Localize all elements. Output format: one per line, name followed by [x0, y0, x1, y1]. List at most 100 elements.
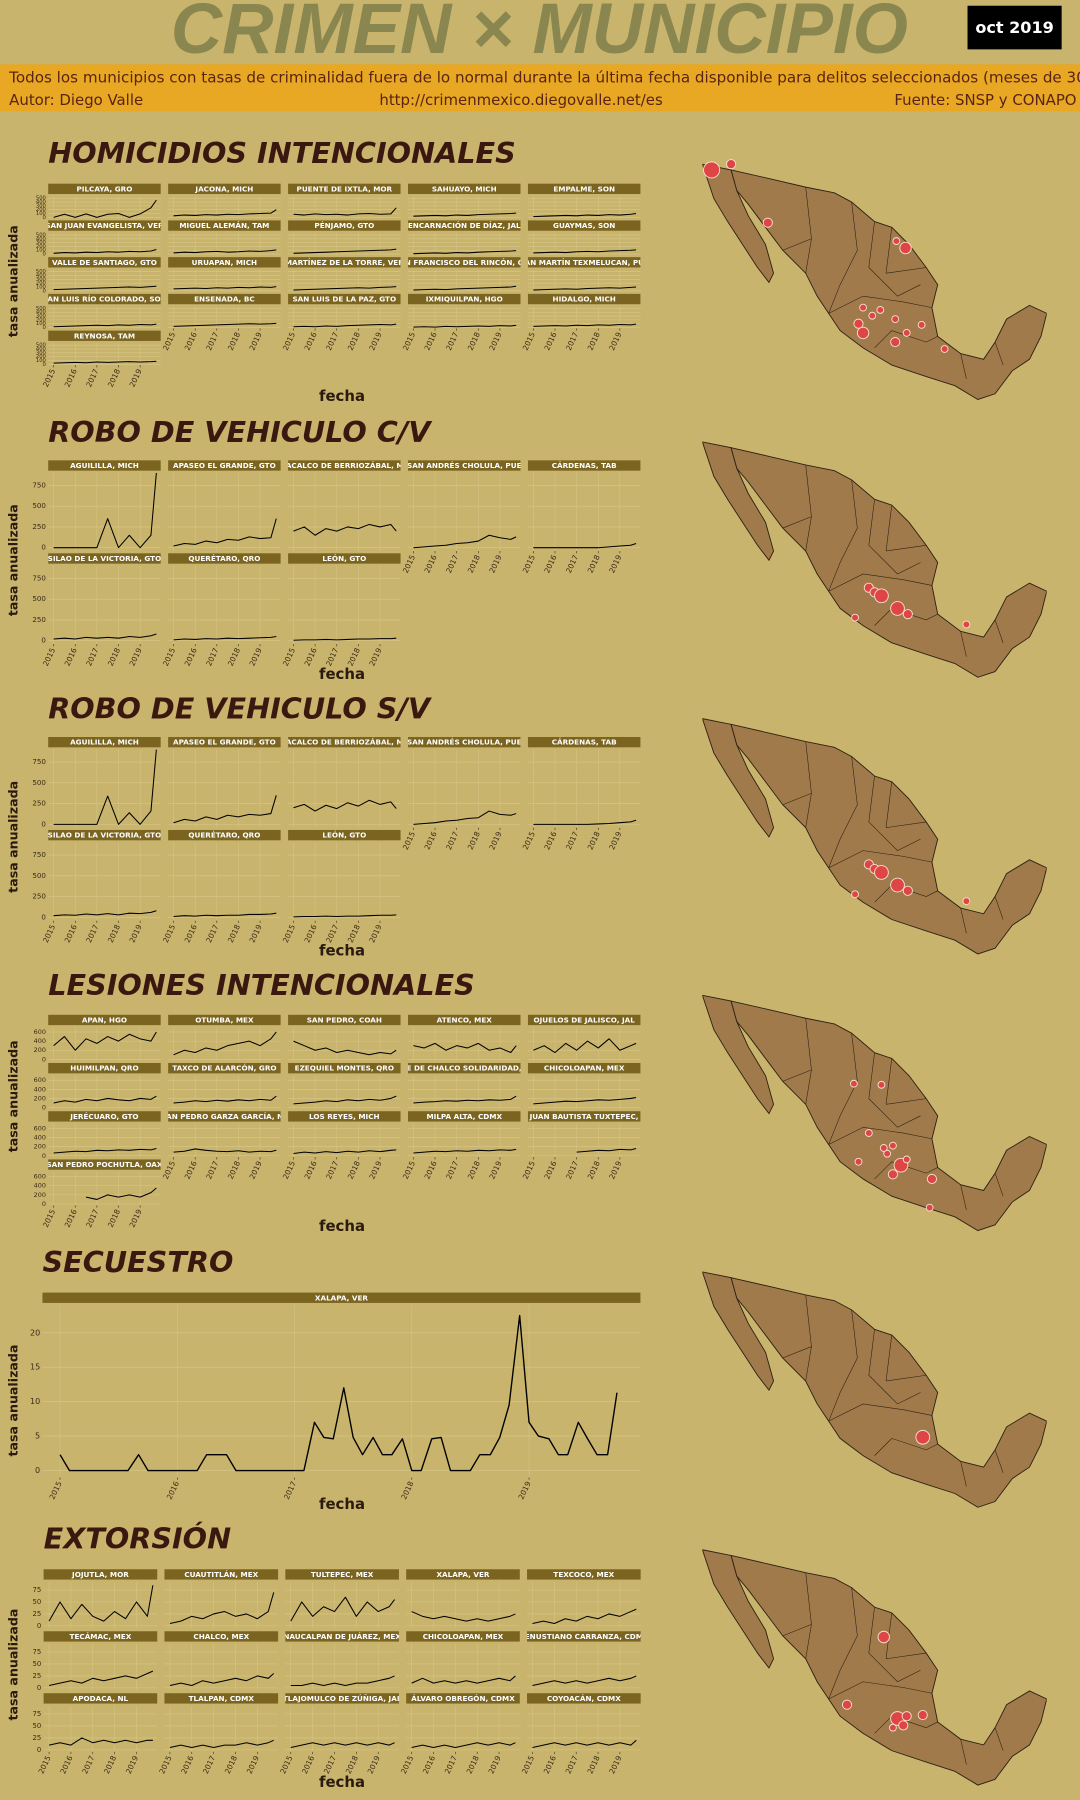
series-line	[413, 810, 517, 825]
map-dots	[841, 1630, 928, 1732]
strip	[164, 1693, 279, 1704]
y-axis-label: tasa anualizada	[5, 1040, 20, 1152]
y-tick-label: 200	[36, 244, 46, 250]
panel-title: CHICOLOAPAN, MEX	[423, 1632, 504, 1641]
strip	[527, 736, 641, 748]
series-line	[293, 637, 397, 641]
series-line	[173, 286, 277, 290]
strip	[48, 1159, 161, 1170]
strip	[168, 1014, 281, 1026]
y-tick-label: 0	[41, 543, 46, 552]
y-tick-label: 750	[32, 573, 46, 582]
strip-clip: JACONA, MICH	[194, 184, 253, 193]
panel-title: SAN FRANCISCO DEL RINCÓN, GTO	[394, 258, 535, 267]
y-tick-label: 0	[42, 1152, 46, 1160]
y-tick-label: 50	[33, 1660, 42, 1668]
y-tick-label: 750	[32, 850, 46, 859]
strip	[408, 1111, 521, 1122]
y-tick-label: 500	[36, 306, 46, 312]
strip-clip: MIGUEL ALEMÁN, TAM	[179, 221, 269, 230]
strip	[43, 1693, 158, 1704]
strip-clip: CHICOLOAPAN, MEX	[544, 1064, 625, 1073]
strip-clip: CHALCO, MEX	[193, 1632, 249, 1641]
y-tick-label: 200	[36, 281, 46, 287]
x-axis-label: fecha	[319, 387, 365, 405]
panel-title: CÁRDENAS, TAB	[552, 738, 617, 747]
strip-clip: SAN JUAN BAUTISTA TUXTEPEC, OAX	[528, 1112, 640, 1121]
strip	[288, 183, 401, 195]
strip	[527, 293, 641, 305]
strip-clip: TECÁMAC, MEX	[70, 1632, 132, 1641]
series-line	[413, 1148, 517, 1154]
strip	[408, 736, 521, 748]
panel-title: EZEQUIEL MONTES, QRO	[295, 1064, 394, 1073]
strip	[527, 460, 641, 471]
map-dots	[851, 859, 971, 906]
y-tick-label: 250	[32, 615, 46, 624]
series-line	[48, 1585, 154, 1622]
strip	[168, 736, 281, 748]
section-title: ROBO DE VEHICULO S/V	[48, 692, 433, 726]
y-tick-label: 0	[41, 912, 46, 921]
y-tick-label: 400	[36, 200, 46, 206]
series-line	[411, 1675, 516, 1684]
panel-title: JACONA, MICH	[194, 184, 253, 193]
panel-title: ATENCO, MEX	[437, 1016, 493, 1025]
series-line	[53, 360, 157, 364]
y-tick-label: 500	[36, 196, 46, 202]
strip	[168, 257, 281, 268]
y-tick-label: 25	[33, 1734, 42, 1742]
strip-clip: TEXCOCO, MEX	[553, 1570, 614, 1579]
strip	[48, 1063, 161, 1074]
section-title: ROBO DE VEHICULO C/V	[48, 415, 433, 449]
panel-title: REYNOSA, TAM	[74, 331, 135, 340]
panel-title: APASEO EL GRANDE, GTO	[173, 461, 276, 470]
series-line	[173, 1031, 277, 1056]
strip-clip: SAN PEDRO GARZA GARCÍA, NL	[168, 1112, 280, 1121]
strip-clip: CÁRDENAS, TAB	[552, 461, 617, 470]
series-line	[532, 1739, 637, 1748]
date: oct 2019	[975, 18, 1053, 37]
y-tick-label: 15	[30, 1363, 40, 1372]
strip	[288, 257, 401, 268]
panel-title: COACALCO DE BERRIOZÁBAL, MEX	[275, 738, 415, 747]
y-tick-label: 750	[32, 480, 46, 489]
info-band	[0, 64, 1080, 112]
series-line	[413, 1095, 517, 1104]
strip	[288, 220, 401, 231]
panel-title: PÉNJAMO, GTO	[314, 221, 374, 230]
strip-clip: PUENTE DE IXTLA, MOR	[297, 184, 393, 193]
panel-title: NAUCALPAN DE JUÁREZ, MEX	[283, 1632, 401, 1641]
panel-title: OJUELOS DE JALISCO, JAL	[533, 1016, 635, 1025]
section-title: EXTORSIÓN	[44, 1522, 231, 1556]
series-line	[173, 912, 277, 918]
y-tick-label: 200	[36, 354, 46, 360]
panel-title: SAN LUIS DE LA PAZ, GTO	[292, 295, 396, 304]
y-tick-label: 600	[34, 1173, 46, 1181]
series-line	[173, 322, 277, 327]
strip	[288, 553, 401, 564]
panel-title: ENSENADA, BC	[194, 295, 254, 304]
strip-clip: JOJUTLA, MOR	[71, 1570, 129, 1579]
map	[702, 1272, 1046, 1507]
series-line	[413, 250, 517, 255]
y-tick-label: 0	[43, 362, 46, 368]
strip	[406, 1693, 520, 1704]
series-line	[293, 207, 397, 216]
strip-clip: VENUSTIANO CARRANZA, CDMX	[527, 1632, 641, 1641]
strip	[168, 460, 281, 471]
series-line	[533, 213, 637, 218]
panel-title: ENCARNACIÓN DE DÍAZ, JAL	[408, 221, 521, 230]
series-line	[413, 1042, 517, 1054]
strip	[288, 1014, 401, 1026]
strip-clip: SAN LUIS RÍO COLORADO, SON	[48, 295, 160, 304]
series-line	[53, 323, 157, 328]
strip-clip: QUERÉTARO, QRO	[188, 554, 260, 563]
y-tick-label: 10	[30, 1397, 40, 1406]
strip	[48, 553, 161, 564]
strip-clip: APASEO EL GRANDE, GTO	[173, 738, 276, 747]
panel-title: APASEO EL GRANDE, GTO	[173, 738, 276, 747]
series-line	[290, 1742, 395, 1748]
series-line	[293, 323, 397, 328]
panel-title: OTUMBA, MEX	[195, 1016, 254, 1025]
